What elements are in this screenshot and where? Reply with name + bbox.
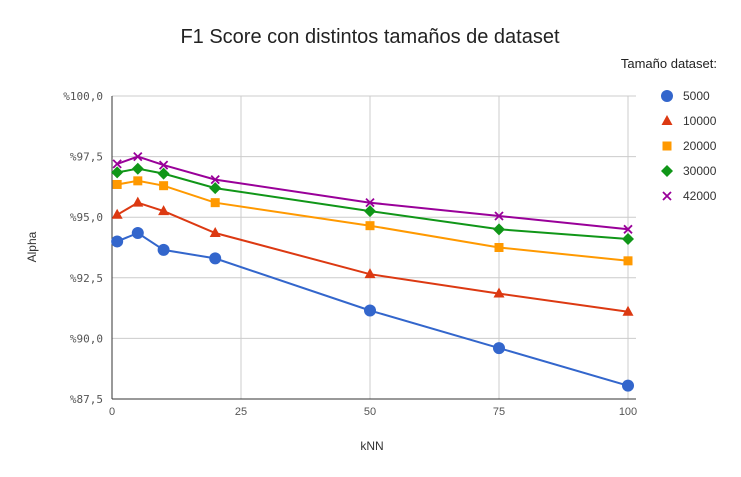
data-point	[111, 235, 124, 248]
legend-label: 30000	[683, 164, 717, 178]
data-point	[132, 196, 144, 207]
data-point	[133, 176, 143, 186]
data-point	[131, 162, 144, 175]
legend-item: 10000	[661, 114, 717, 128]
y-tick-labels: %87,5 %90,0 %92,5 %95,0 %97,5 %100,0	[63, 90, 103, 406]
data-point	[111, 166, 124, 179]
data-point	[112, 179, 122, 189]
data-point	[493, 223, 505, 236]
data-point	[159, 181, 169, 191]
data-point	[209, 226, 221, 237]
data-point	[157, 167, 170, 180]
gridlines	[112, 95, 636, 399]
data-point	[210, 174, 220, 185]
data-point	[364, 304, 376, 317]
data-point	[493, 287, 505, 298]
legend-item: 20000	[662, 139, 717, 153]
x-axis-title: kNN	[360, 439, 383, 453]
data-point	[622, 233, 634, 246]
series-5000	[111, 226, 634, 392]
y-tick-label: %97,5	[70, 151, 103, 164]
data-point	[494, 211, 504, 221]
data-point	[158, 205, 170, 216]
y-tick-label: %92,5	[70, 272, 103, 285]
y-tick-label: %87,5	[70, 393, 103, 406]
data-point	[158, 160, 169, 170]
legend-title: Tamaño dataset:	[621, 56, 717, 71]
y-tick-label: %100,0	[63, 90, 103, 103]
legend-label: 20000	[683, 139, 717, 153]
x-tick-label: 25	[235, 406, 247, 418]
data-point	[112, 159, 122, 169]
legend-item: 42000	[662, 189, 717, 203]
y-axis-title: Alpha	[25, 231, 39, 262]
data-point	[364, 268, 376, 279]
chart-title: F1 Score con distintos tamaños de datase…	[180, 26, 560, 48]
data-point	[133, 151, 143, 162]
legend: 5000 10000 20000 30000 42000	[661, 89, 717, 203]
series-30000	[111, 162, 634, 246]
axes	[111, 96, 636, 400]
legend-marker	[661, 90, 673, 102]
series-20000	[112, 176, 633, 266]
legend-label: 5000	[683, 89, 710, 103]
x-tick-label: 50	[364, 406, 376, 418]
legend-marker	[662, 191, 672, 201]
series-line	[116, 155, 629, 231]
data-point	[209, 252, 222, 265]
data-point	[365, 221, 375, 231]
legend-item: 5000	[661, 89, 710, 103]
legend-label: 10000	[683, 114, 717, 128]
data-point	[111, 208, 123, 219]
series-42000	[112, 151, 633, 234]
legend-label: 42000	[683, 189, 717, 203]
legend-item: 30000	[661, 164, 717, 178]
legend-marker	[662, 141, 672, 151]
y-tick-label: %95,0	[70, 211, 103, 224]
series-line	[116, 201, 629, 313]
data-point	[493, 342, 505, 355]
series-10000	[111, 196, 634, 316]
series-lines	[111, 151, 634, 392]
data-point	[622, 379, 634, 392]
data-point	[494, 243, 504, 252]
x-tick-label: 100	[619, 406, 637, 418]
x-tick-labels: 0 25 50 75 100	[109, 406, 637, 418]
x-tick-label: 75	[493, 406, 505, 418]
data-point	[364, 205, 376, 218]
data-point	[623, 224, 633, 234]
y-tick-label: %90,0	[70, 332, 103, 345]
data-point	[365, 198, 375, 208]
x-tick-label: 0	[109, 406, 115, 418]
data-point	[622, 305, 634, 316]
data-point	[210, 198, 220, 208]
data-point	[209, 182, 222, 195]
legend-marker	[661, 165, 673, 177]
data-point	[131, 226, 144, 239]
data-point	[157, 243, 170, 256]
legend-marker	[661, 115, 673, 125]
data-point	[623, 256, 633, 266]
